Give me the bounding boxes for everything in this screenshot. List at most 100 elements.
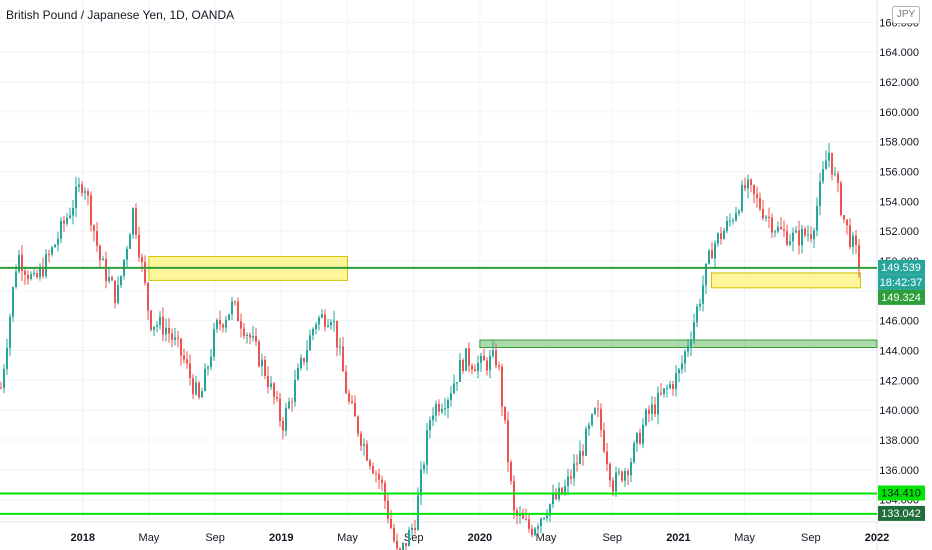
candle-body (342, 346, 344, 372)
candle-body (132, 208, 134, 235)
support-price-label: 133.042 (881, 508, 921, 520)
candle-body (282, 421, 284, 431)
candle-body (399, 548, 401, 550)
candle-body (555, 494, 557, 499)
candle-body (795, 230, 797, 233)
candle-body (411, 528, 413, 531)
candle-body (330, 322, 332, 326)
candle-body (144, 262, 146, 283)
candle-body (420, 469, 422, 496)
candle-body (114, 280, 116, 303)
candle-body (822, 169, 824, 182)
y-tick-label: 136.000 (879, 465, 919, 477)
candle-body (678, 369, 680, 374)
candle-body (825, 160, 827, 170)
candle-body (714, 243, 716, 259)
candle-body (3, 368, 5, 388)
candle-body (609, 464, 611, 481)
yellow-zone (711, 272, 861, 289)
candle-body (183, 355, 185, 360)
candle-body (633, 443, 635, 463)
candle-body (624, 470, 626, 481)
candle-body (441, 408, 443, 412)
candle-body (465, 348, 467, 371)
candle-body (327, 325, 329, 327)
candle-body (753, 185, 755, 195)
candle-body (573, 463, 575, 479)
candle-body (423, 464, 425, 470)
candle-body (0, 387, 2, 389)
candle-body (579, 450, 581, 465)
candle-body (522, 514, 524, 519)
candle-body (732, 220, 734, 222)
candle-body (372, 466, 374, 474)
candle-body (387, 500, 389, 519)
candle-body (366, 443, 368, 461)
candle-body (237, 301, 239, 322)
candle-body (750, 179, 752, 186)
candle-body (531, 528, 533, 535)
candle-body (78, 184, 80, 187)
candle-body (108, 277, 110, 282)
candle-body (486, 360, 488, 371)
candle-body (63, 220, 65, 224)
candle-body (432, 415, 434, 421)
y-tick-label: 160.000 (879, 107, 919, 119)
candle-body (537, 526, 539, 529)
support-price-label-bg (878, 485, 925, 501)
candle-body (684, 351, 686, 364)
candle-body (783, 229, 785, 231)
candle-body (300, 357, 302, 368)
candle-body (501, 366, 503, 407)
candle-body (744, 184, 746, 189)
candle-body (180, 338, 182, 356)
candle-body (561, 487, 563, 494)
candle-body (834, 173, 836, 175)
x-tick-label: Sep (801, 532, 821, 544)
candle-body (273, 383, 275, 398)
candle-body (612, 480, 614, 492)
candle-body (255, 336, 257, 342)
candle-body (378, 473, 380, 480)
candle-body (246, 334, 248, 337)
candle-body (726, 220, 728, 231)
candle-body (99, 245, 101, 261)
x-tick-label: Sep (404, 532, 424, 544)
candle-body (186, 359, 188, 364)
candle-body (636, 432, 638, 444)
candle-body (24, 270, 26, 275)
candle-body (600, 408, 602, 431)
candle-body (384, 482, 386, 501)
candle-body (231, 301, 233, 315)
low-price-label-bg (878, 289, 925, 305)
candle-body (429, 420, 431, 431)
y-tick-label: 142.000 (879, 375, 919, 387)
candle-body (630, 462, 632, 476)
candle-body (195, 382, 197, 395)
candle-body (489, 355, 491, 371)
candle-body (546, 515, 548, 518)
candle-body (426, 430, 428, 465)
candle-body (807, 234, 809, 236)
candle-body (141, 257, 143, 263)
candle-body (408, 530, 410, 547)
candle-body (117, 285, 119, 303)
candle-body (375, 473, 377, 475)
candle-body (414, 528, 416, 530)
candle-body (258, 341, 260, 367)
candle-body (543, 517, 545, 519)
candle-body (702, 285, 704, 304)
candle-body (552, 494, 554, 505)
candle-body (21, 254, 23, 271)
candle-body (339, 346, 341, 348)
candle-body (60, 220, 62, 239)
candle-body (153, 326, 155, 330)
candle-body (159, 316, 161, 326)
y-tick-label: 138.000 (879, 435, 919, 447)
candle-body (381, 479, 383, 483)
candle-body (321, 314, 323, 318)
candle-body (192, 377, 194, 395)
currency-badge[interactable]: JPY (892, 6, 920, 24)
candle-body (363, 443, 365, 446)
